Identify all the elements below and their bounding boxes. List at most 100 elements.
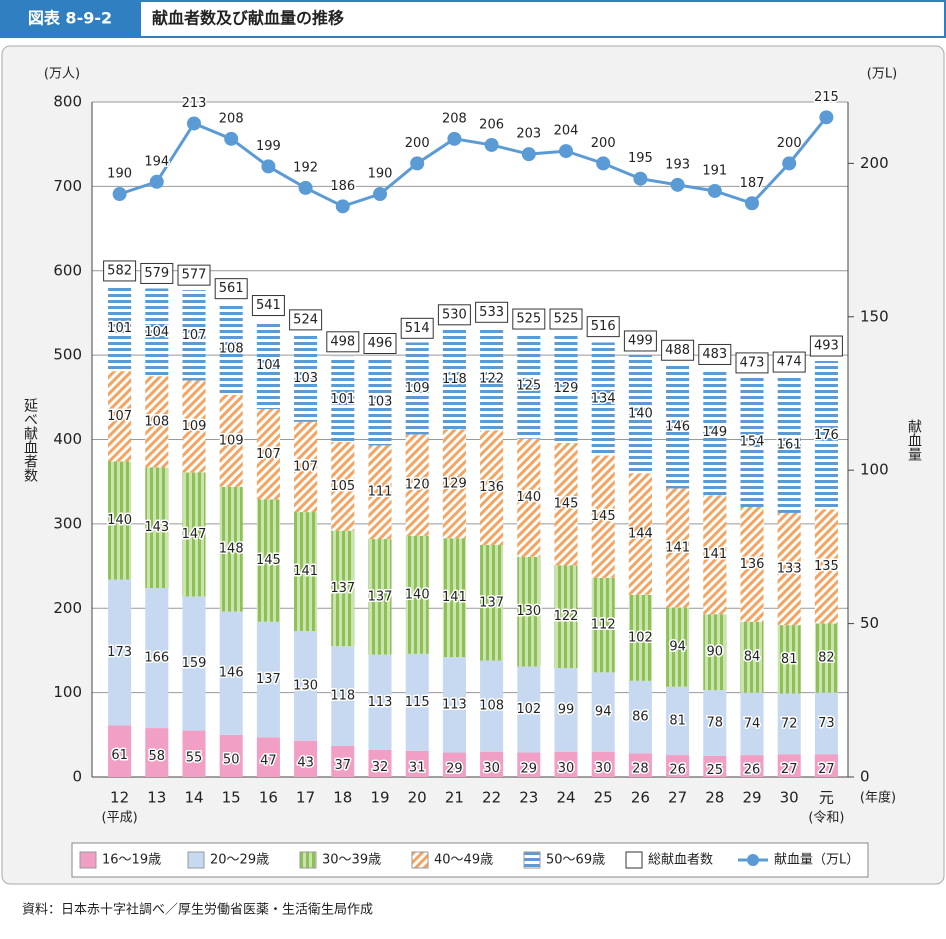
bar-segment xyxy=(777,377,801,513)
bar-segment xyxy=(405,750,429,777)
volume-point xyxy=(149,174,164,189)
value-label: 140 xyxy=(628,407,653,422)
volume-label: 208 xyxy=(442,111,467,126)
bar-segment xyxy=(145,467,169,588)
value-label: 107 xyxy=(182,328,207,343)
volume-point xyxy=(670,177,685,192)
total-label: 582 xyxy=(107,263,132,278)
value-label: 26 xyxy=(669,763,686,778)
volume-point xyxy=(707,183,722,198)
value-label: 105 xyxy=(330,479,355,494)
bar-segment xyxy=(628,355,652,474)
total-label: 525 xyxy=(554,312,579,327)
value-label: 129 xyxy=(554,381,579,396)
x-tick-label: 18 xyxy=(333,789,352,807)
bar-segment xyxy=(554,442,578,566)
total-box xyxy=(177,264,211,286)
y-tick-label: 100 xyxy=(53,683,82,701)
bar-segment xyxy=(554,565,578,669)
y-tick-label: 0 xyxy=(72,768,82,786)
x-tick-label: 元 xyxy=(819,789,834,807)
x-tick-label: 14 xyxy=(184,789,203,807)
total-label: 516 xyxy=(591,319,616,334)
total-label: 533 xyxy=(479,305,504,320)
volume-label: 199 xyxy=(256,139,281,154)
total-box xyxy=(549,308,583,330)
value-label: 101 xyxy=(330,392,355,407)
bar-segment xyxy=(442,429,466,539)
volume-point xyxy=(335,199,350,214)
value-label: 176 xyxy=(814,428,839,443)
y2-tick-label: 100 xyxy=(860,461,889,479)
bar-segment xyxy=(256,737,280,777)
value-label: 31 xyxy=(409,760,426,775)
bar-segment xyxy=(703,690,727,756)
value-label: 161 xyxy=(777,437,802,452)
value-label: 30 xyxy=(558,761,575,776)
bar-segment xyxy=(554,334,578,443)
bar-segment xyxy=(145,588,169,729)
value-label: 130 xyxy=(516,604,541,619)
value-label: 84 xyxy=(744,650,761,665)
bar-segment xyxy=(703,755,727,777)
value-label: 141 xyxy=(293,564,318,579)
value-label: 137 xyxy=(256,672,281,687)
value-label: 94 xyxy=(669,640,686,655)
volume-point xyxy=(521,147,536,162)
value-label: 140 xyxy=(405,587,430,602)
bar-segment xyxy=(368,750,392,777)
value-label: 133 xyxy=(777,562,802,577)
value-label: 113 xyxy=(368,695,393,710)
value-label: 43 xyxy=(297,755,314,770)
value-label: 141 xyxy=(442,590,467,605)
volume-label: 203 xyxy=(516,127,541,142)
bar-segment xyxy=(740,755,764,777)
bar-segment xyxy=(480,327,504,431)
volume-point xyxy=(633,171,648,186)
bar-segment xyxy=(145,728,169,777)
volume-point xyxy=(596,156,611,171)
bar-segment xyxy=(666,755,690,777)
value-label: 27 xyxy=(781,762,798,777)
value-label: 103 xyxy=(293,371,318,386)
y2-tick-label: 0 xyxy=(860,768,870,786)
total-box xyxy=(103,260,137,282)
bar-segment xyxy=(368,539,392,655)
value-label: 145 xyxy=(256,553,281,568)
value-label: 134 xyxy=(591,392,616,407)
value-label: 107 xyxy=(256,447,281,462)
figure-label: 図表 8-9-2 xyxy=(28,9,112,28)
bar-segment xyxy=(294,740,318,777)
value-label: 107 xyxy=(107,409,132,424)
bar-segment xyxy=(442,329,466,430)
value-label: 115 xyxy=(405,695,430,710)
legend-label: 総献血者数 xyxy=(648,853,713,868)
value-label: 141 xyxy=(702,547,727,562)
bar-segment xyxy=(666,365,690,489)
bar-segment xyxy=(628,680,652,754)
legend-label: 20～29歳 xyxy=(210,853,269,868)
value-label: 118 xyxy=(330,689,355,704)
bar-segment xyxy=(777,754,801,777)
bar-segment xyxy=(294,421,318,513)
y-unit: (万人) xyxy=(44,67,80,82)
volume-point xyxy=(261,159,276,174)
bar-segment xyxy=(405,342,429,435)
source: 資料：日本赤十字社調べ／厚生労働省医薬・生活衛生局作成 xyxy=(22,902,373,918)
x-tick-label: 16 xyxy=(259,789,278,807)
volume-point xyxy=(224,131,239,146)
value-label: 109 xyxy=(182,419,207,434)
bar-segment xyxy=(591,455,615,578)
total-box xyxy=(400,317,434,339)
legend-label: 40～49歳 xyxy=(434,853,493,868)
bar-segment xyxy=(591,672,615,752)
bar-segment xyxy=(145,376,169,468)
volume-point xyxy=(410,156,425,171)
value-label: 166 xyxy=(144,651,169,666)
value-label: 143 xyxy=(144,520,169,535)
bar-segment xyxy=(814,361,838,510)
bar-segment xyxy=(331,745,355,777)
value-label: 107 xyxy=(293,459,318,474)
label-bg xyxy=(0,0,140,38)
value-label: 154 xyxy=(740,435,765,450)
